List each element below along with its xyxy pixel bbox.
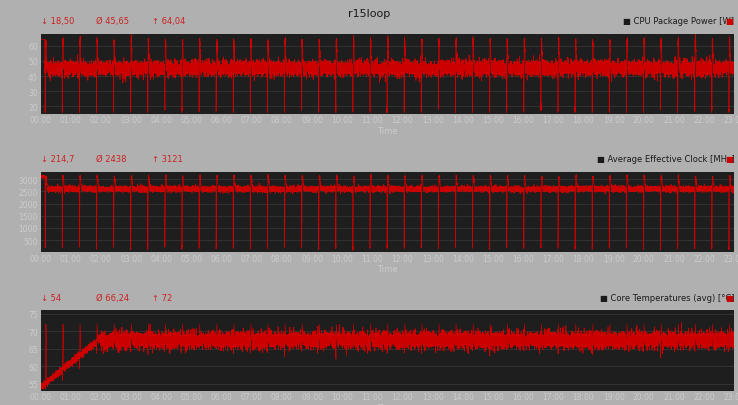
Text: ■ Average Effective Clock [MHz]: ■ Average Effective Clock [MHz] (597, 155, 734, 164)
Text: ↓ 54: ↓ 54 (41, 293, 61, 302)
X-axis label: Time: Time (377, 126, 398, 135)
Text: ↑ 72: ↑ 72 (151, 293, 172, 302)
Text: ↑ 3121: ↑ 3121 (151, 155, 182, 164)
Text: ↓ 18,50: ↓ 18,50 (41, 17, 74, 26)
Text: Ø 66,24: Ø 66,24 (96, 293, 129, 302)
Text: Ø 2438: Ø 2438 (96, 155, 127, 164)
Text: ■: ■ (725, 293, 733, 302)
X-axis label: Time: Time (377, 403, 398, 405)
Text: ↑ 64,04: ↑ 64,04 (151, 17, 185, 26)
Text: ↓ 214,7: ↓ 214,7 (41, 155, 74, 164)
Text: ■ CPU Package Power [W]: ■ CPU Package Power [W] (624, 17, 734, 26)
Text: ■: ■ (725, 17, 733, 26)
X-axis label: Time: Time (377, 264, 398, 273)
Text: Ø 45,65: Ø 45,65 (96, 17, 129, 26)
Text: r15loop: r15loop (348, 9, 390, 19)
Text: ■ Core Temperatures (avg) [°C]: ■ Core Temperatures (avg) [°C] (600, 293, 734, 302)
Text: ■: ■ (725, 155, 733, 164)
